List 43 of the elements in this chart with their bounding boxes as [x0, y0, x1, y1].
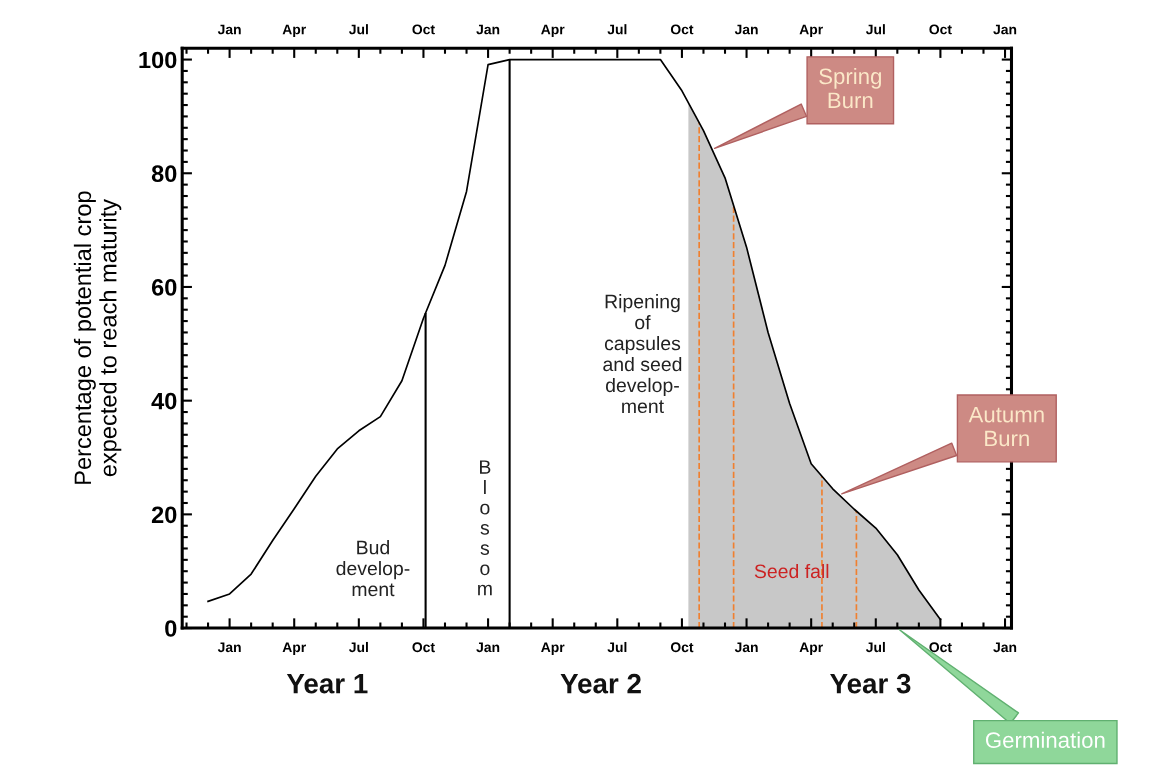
category-label: Apr	[541, 642, 565, 655]
x-tick-label: Jul	[349, 24, 368, 35]
x-tick-label: Jul	[607, 24, 627, 35]
category-label: Jan	[993, 642, 1017, 653]
x-tick-label: Apr	[541, 24, 565, 38]
x-tick-label: Oct	[412, 24, 435, 35]
annotation: Bud develop- ment	[336, 540, 410, 597]
category-label: Apr	[799, 642, 823, 655]
y-tick-label: 60	[151, 279, 177, 296]
annotation: Seed fall	[754, 563, 829, 579]
category-label: Oct	[670, 642, 694, 653]
category-label: Oct	[412, 642, 435, 653]
x-tick-label: Apr	[282, 24, 306, 38]
y-axis-title: Percentage of potential crop expected to reach maturity	[73, 191, 122, 484]
category-label: Jul	[349, 641, 368, 653]
y-tick-label: 80	[151, 165, 177, 183]
category-label: Jan	[734, 642, 758, 653]
annotation: Spring Burn	[819, 67, 881, 109]
category-label: Jan	[476, 642, 500, 653]
x-tick-label: Jan	[476, 24, 500, 35]
y-tick-label: 100	[139, 51, 177, 69]
annotation: B l o s s o m	[478, 460, 492, 596]
y-tick-label: 40	[151, 392, 177, 410]
text: Year 2	[560, 673, 641, 694]
annotation: Ripening of capsules and seed develop- ment	[603, 294, 682, 414]
x-tick-label: Jan	[734, 24, 758, 35]
category-label: Jan	[217, 642, 241, 653]
text: Year 1	[286, 674, 368, 694]
x-tick-label: Oct	[670, 24, 694, 35]
x-tick-label: Jan	[993, 24, 1017, 35]
x-tick-label: Jul	[865, 24, 885, 35]
x-tick-label: Oct	[929, 24, 952, 35]
category-label: Jul	[607, 641, 627, 653]
x-tick-label: Apr	[799, 24, 823, 38]
category-label: Apr	[282, 642, 306, 655]
y-tick-label: 20	[151, 506, 177, 524]
x-tick-label: Jan	[217, 24, 241, 35]
text: Germination	[985, 731, 1105, 749]
y-tick-label: 0	[165, 620, 177, 637]
category-label: Oct	[929, 642, 952, 653]
category-label: Jul	[865, 641, 885, 653]
annotation: Autumn Burn	[968, 406, 1044, 447]
text: Year 3	[830, 673, 911, 694]
